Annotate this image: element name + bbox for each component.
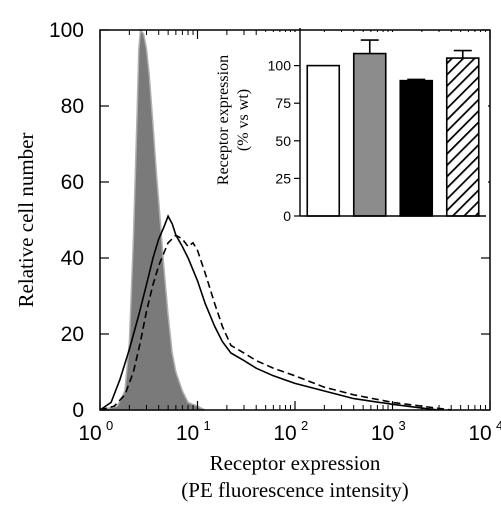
y-tick-label: 40 xyxy=(61,247,84,270)
inset-bar xyxy=(354,54,386,216)
inset-bar xyxy=(447,58,479,216)
x-tick-label-exponent: 1 xyxy=(204,418,211,433)
x-tick-label: 10 4 xyxy=(468,418,501,445)
inset-bar xyxy=(400,81,432,216)
x-tick-label-exponent: 0 xyxy=(106,418,113,433)
y-axis-label: Relative cell number xyxy=(14,133,38,308)
y-tick-label: 60 xyxy=(61,171,84,194)
x-tick-label-exponent: 2 xyxy=(301,418,308,433)
inset-bar-chart: 0 25 50 75 100 Receptor expression (% vs wt) xyxy=(215,28,488,228)
x-tick-label-exponent: 3 xyxy=(399,418,406,433)
x-tick-label-base: 10 xyxy=(371,422,394,445)
inset-y-tick-label: 0 xyxy=(283,208,291,224)
inset-y-tick-label: 25 xyxy=(275,170,291,186)
inset-bar xyxy=(307,66,339,216)
x-tick-label: 10 3 xyxy=(371,418,406,445)
y-tick-label: 20 xyxy=(61,323,84,346)
x-axis-label-secondary: (PE fluorescence intensity) xyxy=(181,478,408,502)
x-tick-label: 10 1 xyxy=(176,418,211,445)
x-tick-label-exponent: 4 xyxy=(496,418,501,433)
inset-y-tick-label: 75 xyxy=(275,95,291,111)
y-tick-label: 0 xyxy=(72,399,84,422)
x-tick-label: 10 2 xyxy=(273,418,308,445)
x-tick-label-base: 10 xyxy=(78,422,101,445)
inset-y-axis-label-secondary: (% vs wt) xyxy=(235,89,252,151)
histogram-x-tick-labels: 10 0 10 1 10 2 10 3 10 4 xyxy=(78,418,501,445)
inset-y-tick-label: 50 xyxy=(275,133,291,149)
x-tick-label-base: 10 xyxy=(468,422,491,445)
y-tick-label: 100 xyxy=(49,19,84,42)
x-tick-label-base: 10 xyxy=(273,422,296,445)
histogram-y-tick-labels: 0 20 40 60 80 100 xyxy=(49,19,84,422)
x-axis-label: Receptor expression xyxy=(210,451,381,475)
x-tick-label-base: 10 xyxy=(176,422,199,445)
x-tick-label: 10 0 xyxy=(78,418,113,445)
inset-y-tick-label: 100 xyxy=(268,58,292,74)
histogram-filled-series xyxy=(100,30,205,410)
y-tick-label: 80 xyxy=(61,95,84,118)
inset-y-axis-label: Receptor expression xyxy=(215,55,232,185)
